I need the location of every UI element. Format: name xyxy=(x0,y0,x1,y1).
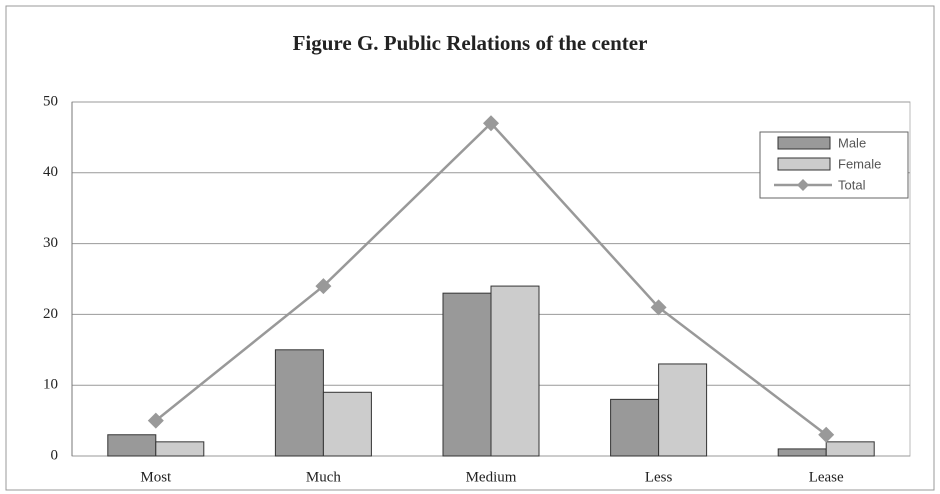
bar xyxy=(777,448,827,457)
legend-marker xyxy=(797,179,809,191)
y-tick-label: 10 xyxy=(43,377,58,393)
marker xyxy=(147,412,164,429)
marker xyxy=(650,299,667,316)
bar xyxy=(442,292,492,457)
legend-label: Male xyxy=(838,135,866,150)
x-tick-label: Lease xyxy=(809,469,844,485)
bar xyxy=(107,434,157,457)
bar xyxy=(490,285,540,457)
legend-swatch xyxy=(777,157,831,171)
y-tick-label: 30 xyxy=(43,235,58,251)
y-tick-label: 0 xyxy=(51,447,59,463)
bar xyxy=(610,398,660,457)
bar xyxy=(274,349,324,457)
y-tick-label: 40 xyxy=(43,164,58,180)
marker xyxy=(315,278,332,295)
bar xyxy=(155,441,205,457)
legend-label: Female xyxy=(838,156,881,171)
marker xyxy=(483,115,499,132)
x-tick-label: Most xyxy=(140,469,172,485)
bar xyxy=(825,441,875,457)
legend-swatch xyxy=(777,136,831,150)
x-tick-label: Much xyxy=(306,469,341,485)
x-tick-label: Medium xyxy=(466,469,517,485)
bar xyxy=(322,391,372,457)
bar xyxy=(658,363,708,457)
x-tick-label: Less xyxy=(645,469,673,485)
marker xyxy=(818,426,835,443)
legend-label: Total xyxy=(838,177,866,192)
y-tick-label: 50 xyxy=(43,93,58,109)
y-tick-label: 20 xyxy=(43,306,58,322)
chart-title: Figure G. Public Relations of the center xyxy=(293,31,648,55)
